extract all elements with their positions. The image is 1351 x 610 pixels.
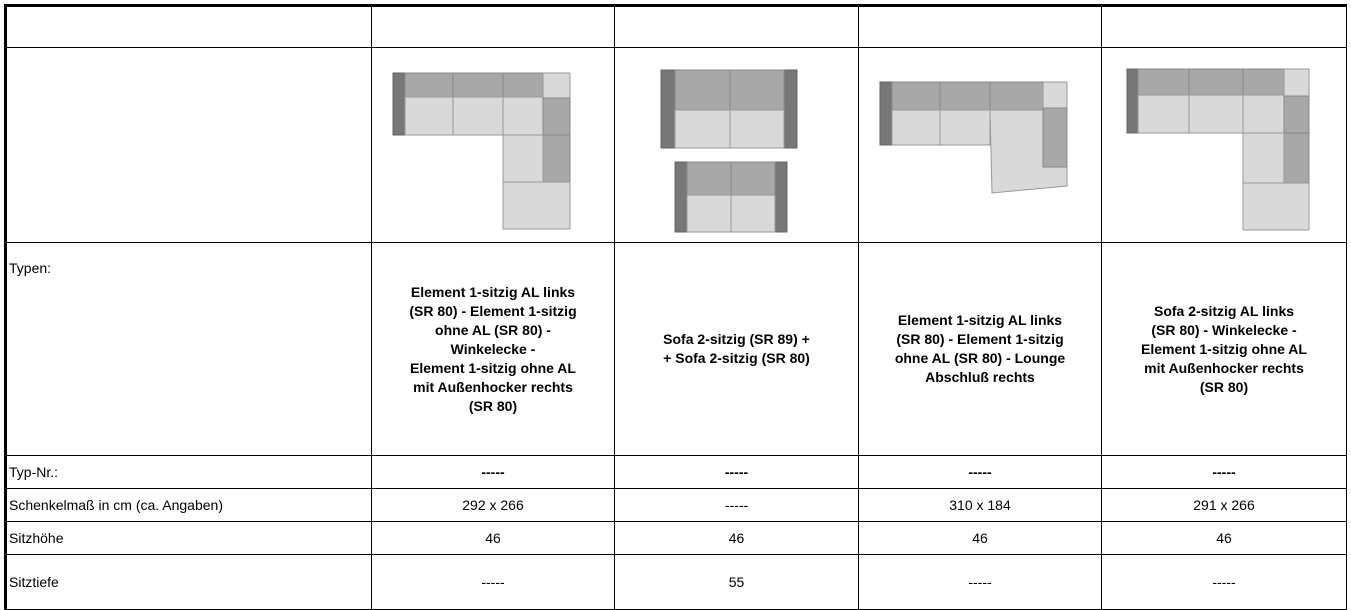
- cell-line: ohne AL (SR 80) - Lounge: [894, 350, 1066, 366]
- cell: 46: [614, 521, 859, 555]
- cell: Element 1-sitzig AL links (SR 80) - Eleme…: [371, 242, 615, 456]
- table-row: Sitzhöhe 46 46 46 46: [5, 521, 1347, 555]
- cell-line: Winkelecke -: [450, 340, 536, 357]
- cell: Sofa 2-sitzig (SR 89) + + Sofa 2-sitzig (…: [614, 242, 859, 456]
- cell-line: mit Außenhocker rechts: [413, 378, 573, 395]
- cell: Sofa 2-sitzig AL links (SR 80) - Winkelec…: [1101, 242, 1347, 456]
- cell: -----: [858, 554, 1102, 610]
- cell-line: (SR 80) - Element 1-sitzig: [409, 302, 577, 319]
- row-label: Sitztiefe: [5, 554, 372, 610]
- table-row: Sitztiefe ----- 55 ----- -----: [5, 554, 1347, 610]
- cell-line: Element 1-sitzig AL links: [410, 283, 576, 300]
- row-label: Schenkelmaß in cm (ca. Angaben): [5, 488, 372, 522]
- cell: 291 x 266: [1101, 488, 1347, 522]
- cell-line: (SR 80) - Winkelecke -: [1151, 321, 1297, 338]
- row-label: Sitzhöhe: [5, 521, 372, 555]
- cell-line: Element 1-sitzig ohne AL: [1141, 340, 1307, 357]
- row-label: Typ-Nr.:: [5, 455, 372, 489]
- table-row: Schenkelmaß in cm (ca. Angaben) 292 x 266…: [5, 488, 1347, 522]
- cell-line: + Sofa 2-sitzig (SR 80): [663, 350, 810, 366]
- cell: -----: [614, 455, 859, 489]
- cell-line: (SR 80): [468, 397, 518, 414]
- cell-line: (SR 80) - Element 1-sitzig: [896, 331, 1064, 347]
- cell: -----: [371, 455, 615, 489]
- table-row: Typen: Element 1-sitzig AL links (SR 80) -…: [5, 242, 1347, 456]
- cell-line: Abschluß rechts: [925, 369, 1035, 385]
- cell: -----: [1101, 554, 1347, 610]
- cell: -----: [858, 455, 1102, 489]
- cell: 292 x 266: [371, 488, 615, 522]
- cell: 310 x 184: [858, 488, 1102, 522]
- cell-line: Sofa 2-sitzig (SR 89) +: [663, 331, 810, 347]
- sofa-table: Typen: Element 1-sitzig AL links (SR 80) -…: [4, 4, 1347, 610]
- cell: Element 1-sitzig AL links (SR 80) - Eleme…: [858, 242, 1102, 456]
- cell: -----: [614, 488, 859, 522]
- cell: 46: [858, 521, 1102, 555]
- row-label: Typen:: [5, 242, 372, 456]
- cell-line: Element 1-sitzig ohne AL: [410, 359, 576, 376]
- cell: 55: [614, 554, 859, 610]
- cell: -----: [1101, 455, 1347, 489]
- cell: -----: [371, 554, 615, 610]
- cell-line: (SR 80): [1199, 378, 1249, 395]
- cell-line: Sofa 2-sitzig AL links: [1153, 302, 1295, 319]
- cell-line: mit Außenhocker rechts: [1144, 359, 1304, 376]
- cell: 46: [1101, 521, 1347, 555]
- image-row: [5, 47, 1347, 243]
- header-row: [5, 5, 1347, 48]
- table-row: Typ-Nr.: ----- ----- ----- -----: [5, 455, 1347, 489]
- cell-line: Element 1-sitzig AL links: [897, 312, 1063, 328]
- cell: 46: [371, 521, 615, 555]
- cell-line: ohne AL (SR 80) -: [435, 321, 551, 338]
